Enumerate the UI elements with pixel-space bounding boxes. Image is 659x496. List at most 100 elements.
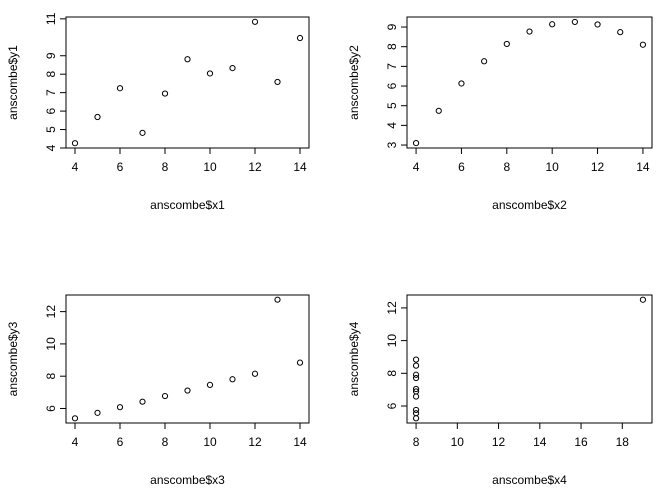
x-axis-label: anscombe$x2: [492, 198, 567, 212]
point: [412, 139, 420, 147]
x-tick-label: 14: [636, 160, 650, 174]
x-tick-label: 14: [293, 160, 307, 174]
point: [71, 415, 79, 422]
point: [412, 410, 420, 417]
y-tick-label: 8: [385, 370, 399, 377]
x-tick-label: 8: [162, 435, 169, 449]
point: [94, 409, 101, 416]
point: [412, 406, 420, 414]
x-tick-label: 16: [574, 435, 588, 449]
point: [639, 41, 647, 48]
point: [71, 140, 79, 147]
x-tick-label: 12: [492, 435, 506, 449]
point: [412, 385, 420, 393]
y-tick-label: 12: [44, 305, 58, 319]
y-tick-label: 10: [385, 334, 399, 348]
y-tick-label: 6: [44, 107, 58, 114]
y-tick-label: 12: [385, 301, 399, 315]
y-tick-label: 7: [385, 63, 399, 70]
point: [571, 18, 578, 26]
y-tick-label: 8: [385, 43, 399, 50]
point: [229, 65, 236, 72]
x-axis-label: anscombe$x4: [492, 473, 567, 487]
plot-box: [65, 294, 310, 424]
x-tick-label: 14: [533, 435, 547, 449]
x-tick-label: 6: [117, 160, 124, 174]
point: [161, 392, 169, 400]
point: [296, 34, 304, 42]
point: [184, 56, 191, 63]
point: [503, 40, 510, 48]
point: [526, 28, 533, 35]
point: [94, 113, 101, 121]
y-axis-label: anscombe$y2: [347, 45, 361, 120]
x-tick-label: 10: [203, 435, 217, 449]
x-tick-label: 8: [162, 160, 169, 174]
point: [617, 29, 624, 36]
y-tick-label: 11: [44, 12, 58, 25]
x-tick-label: 4: [72, 160, 79, 174]
point: [184, 387, 191, 394]
x-tick-label: 18: [616, 435, 630, 449]
point: [412, 393, 420, 400]
y-tick-label: 5: [44, 126, 58, 133]
y-tick-label: 8: [44, 71, 58, 78]
plot-box: [65, 16, 310, 149]
y-tick-label: 6: [385, 82, 399, 89]
point: [274, 296, 281, 303]
point: [229, 376, 236, 383]
point: [139, 398, 146, 405]
point: [116, 85, 124, 92]
x-tick-label: 12: [248, 160, 262, 174]
point: [161, 90, 169, 97]
x-tick-label: 10: [203, 160, 217, 174]
point: [116, 404, 124, 411]
plot-box: [406, 294, 653, 424]
x-tick-label: 4: [413, 160, 420, 174]
y-tick-label: 4: [44, 144, 58, 151]
point: [412, 356, 420, 363]
x-tick-label: 8: [503, 160, 510, 174]
point: [412, 388, 420, 395]
point: [251, 18, 259, 25]
y-axis-label: anscombe$y3: [6, 321, 20, 396]
point: [251, 370, 259, 377]
x-tick-label: 6: [458, 160, 465, 174]
x-tick-label: 10: [546, 160, 560, 174]
point: [458, 80, 465, 87]
y-tick-label: 8: [44, 373, 58, 380]
x-axis-label: anscombe$x1: [150, 198, 225, 212]
y-tick-label: 6: [44, 405, 58, 412]
y-tick-label: 10: [44, 337, 58, 351]
y-tick-label: 9: [385, 23, 399, 30]
point: [412, 362, 420, 369]
x-tick-label: 12: [248, 435, 262, 449]
point: [412, 415, 420, 422]
y-tick-label: 4: [385, 122, 399, 129]
y-tick-label: 6: [385, 402, 399, 409]
plot-box: [406, 16, 653, 149]
point: [412, 371, 420, 378]
point: [139, 129, 146, 136]
point: [435, 107, 442, 114]
y-axis-label: anscombe$y1: [6, 45, 20, 120]
x-tick-label: 10: [451, 435, 465, 449]
point: [412, 374, 420, 382]
y-tick-label: 9: [44, 52, 58, 59]
y-tick-label: 7: [44, 89, 58, 96]
x-tick-label: 8: [413, 435, 420, 449]
point: [639, 296, 647, 303]
y-tick-label: 5: [385, 102, 399, 109]
point: [274, 78, 281, 86]
point: [206, 381, 214, 389]
y-tick-label: 3: [385, 141, 399, 148]
point: [481, 58, 488, 65]
x-tick-label: 14: [293, 435, 307, 449]
x-axis-label: anscombe$x3: [150, 473, 225, 487]
point: [594, 21, 601, 28]
point: [549, 21, 556, 28]
point: [296, 359, 304, 366]
x-tick-label: 12: [591, 160, 605, 174]
y-axis-label: anscombe$y4: [347, 321, 361, 396]
